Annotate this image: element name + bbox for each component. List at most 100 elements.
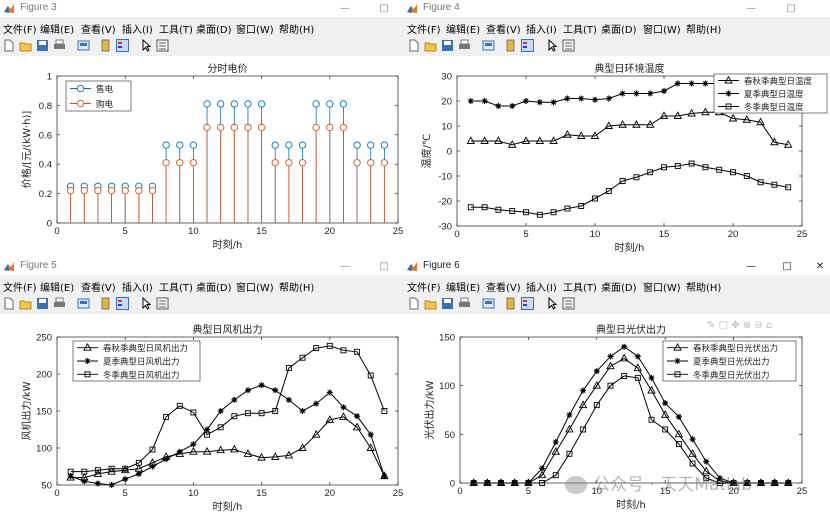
legend-marker	[76, 99, 85, 108]
menu-insert[interactable]: 插入(I)	[526, 25, 557, 36]
title-bar[interactable]: Figure 4 — □	[403, 0, 830, 17]
minimize-button[interactable]: —	[340, 3, 350, 14]
zoom-out-icon[interactable]: ⊖	[754, 320, 763, 331]
menu-help[interactable]: 帮助(H)	[686, 283, 722, 294]
menu-help[interactable]: 帮助(H)	[279, 283, 315, 294]
menu-view[interactable]: 查看(V)	[486, 283, 521, 294]
pointer-icon[interactable]	[546, 297, 559, 310]
legend-icon[interactable]	[116, 39, 129, 52]
pointer-icon[interactable]	[140, 39, 153, 52]
new-figure-icon[interactable]	[2, 297, 15, 310]
close-button[interactable]: ✕	[815, 261, 825, 272]
menu-edit[interactable]: 编辑(E)	[446, 283, 481, 294]
link-plot-icon[interactable]	[482, 39, 495, 52]
legend-icon[interactable]	[521, 39, 534, 52]
menu-edit[interactable]: 编辑(E)	[40, 283, 75, 294]
data-point	[120, 465, 130, 474]
menu-tools[interactable]: 工具(T)	[159, 25, 193, 36]
toolbar	[403, 295, 830, 313]
save-icon[interactable]	[441, 297, 454, 310]
brush-icon[interactable]: ✎	[707, 320, 716, 331]
data-point	[563, 130, 572, 138]
maximize-button[interactable]: □	[379, 261, 389, 272]
save-icon[interactable]	[36, 297, 49, 310]
property-inspector-icon[interactable]	[562, 297, 575, 310]
datatip-icon[interactable]: ▢	[718, 320, 729, 331]
menu-window[interactable]: 窗口(W)	[643, 25, 681, 36]
title-bar[interactable]: Figure 5 — □	[0, 258, 415, 275]
pointer-icon[interactable]	[140, 297, 153, 310]
open-file-icon[interactable]	[424, 39, 437, 52]
title-bar[interactable]: Figure 6 — □ ✕	[403, 258, 830, 275]
link-plot-icon[interactable]	[77, 39, 90, 52]
legend-marker	[725, 103, 732, 110]
menu-desktop[interactable]: 桌面(D)	[601, 283, 637, 294]
link-plot-icon[interactable]	[482, 297, 495, 310]
data-point	[189, 159, 198, 167]
menu-edit[interactable]: 编辑(E)	[40, 25, 75, 36]
menu-help[interactable]: 帮助(H)	[686, 25, 722, 36]
menu-tools[interactable]: 工具(T)	[563, 283, 597, 294]
open-file-icon[interactable]	[19, 39, 32, 52]
pointer-icon[interactable]	[546, 39, 559, 52]
link-plot-icon[interactable]	[77, 297, 90, 310]
home-icon[interactable]: ⌂	[765, 320, 773, 331]
property-inspector-icon[interactable]	[156, 297, 169, 310]
menu-insert[interactable]: 插入(I)	[122, 25, 153, 36]
minimize-button[interactable]: —	[746, 3, 756, 14]
print-icon[interactable]	[53, 297, 66, 310]
menu-help[interactable]: 帮助(H)	[279, 25, 315, 36]
minimize-button[interactable]: —	[340, 261, 350, 272]
menu-file[interactable]: 文件(F)	[407, 25, 441, 36]
save-icon[interactable]	[441, 39, 454, 52]
open-file-icon[interactable]	[424, 297, 437, 310]
property-inspector-icon[interactable]	[156, 39, 169, 52]
menu-view[interactable]: 查看(V)	[486, 25, 521, 36]
maximize-button[interactable]: □	[379, 3, 389, 14]
y-tick-label: 0	[47, 219, 52, 230]
x-axis-label: 时刻/h	[213, 500, 243, 513]
menu-file[interactable]: 文件(F)	[3, 283, 37, 294]
menu-window[interactable]: 窗口(W)	[236, 283, 274, 294]
menu-view[interactable]: 查看(V)	[81, 25, 116, 36]
menu-insert[interactable]: 插入(I)	[526, 283, 557, 294]
menu-tools[interactable]: 工具(T)	[563, 25, 597, 36]
data-point	[674, 80, 681, 87]
menu-file[interactable]: 文件(F)	[407, 283, 441, 294]
colorbar-icon[interactable]	[504, 39, 517, 52]
print-icon[interactable]	[458, 39, 471, 52]
open-file-icon[interactable]	[19, 297, 32, 310]
data-point	[312, 123, 320, 132]
menu-window[interactable]: 窗口(W)	[643, 283, 681, 294]
data-point	[285, 141, 293, 149]
print-icon[interactable]	[458, 297, 471, 310]
new-figure-icon[interactable]	[407, 39, 420, 52]
menu-tools[interactable]: 工具(T)	[159, 283, 193, 294]
colorbar-icon[interactable]	[99, 39, 112, 52]
zoom-in-icon[interactable]: ⊕	[742, 320, 752, 331]
colorbar-icon[interactable]	[99, 297, 112, 310]
maximize-button[interactable]: □	[786, 3, 796, 14]
print-icon[interactable]	[53, 39, 66, 52]
menu-desktop[interactable]: 桌面(D)	[196, 25, 232, 36]
new-figure-icon[interactable]	[407, 297, 420, 310]
menu-edit[interactable]: 编辑(E)	[446, 25, 481, 36]
new-figure-icon[interactable]	[2, 39, 15, 52]
menu-file[interactable]: 文件(F)	[3, 25, 37, 36]
minimize-button[interactable]: —	[746, 261, 756, 272]
menu-desktop[interactable]: 桌面(D)	[196, 283, 232, 294]
save-icon[interactable]	[36, 39, 49, 52]
pan-icon[interactable]: ✥	[731, 320, 740, 331]
property-inspector-icon[interactable]	[562, 39, 575, 52]
title-bar[interactable]: Figure 3 — □	[0, 0, 415, 17]
legend-icon[interactable]	[521, 297, 534, 310]
colorbar-icon[interactable]	[504, 297, 517, 310]
maximize-button[interactable]: □	[782, 261, 792, 272]
menu-insert[interactable]: 插入(I)	[122, 283, 153, 294]
y-tick-label: 200	[36, 370, 52, 381]
legend-icon[interactable]	[116, 297, 129, 310]
menu-desktop[interactable]: 桌面(D)	[601, 25, 637, 36]
menu-view[interactable]: 查看(V)	[81, 283, 116, 294]
data-point	[189, 446, 198, 455]
menu-window[interactable]: 窗口(W)	[236, 25, 274, 36]
